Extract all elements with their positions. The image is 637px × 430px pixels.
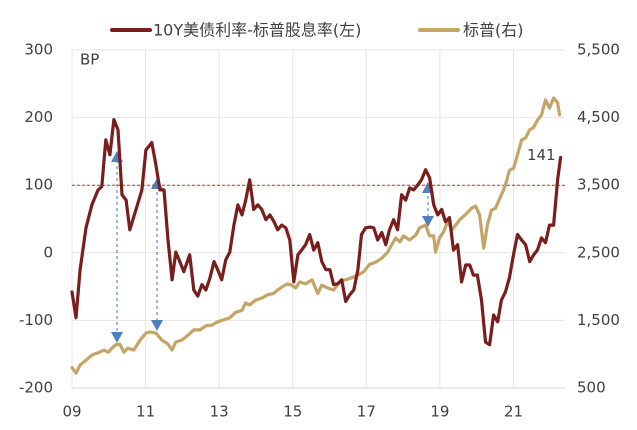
series-line [70, 96, 562, 375]
y-tick-label: 300 [24, 41, 53, 59]
y2-tick-label: 4,500 [577, 108, 620, 126]
y2-tick-label: 3,500 [577, 176, 620, 194]
arrows [116, 160, 429, 334]
y-axis-unit: BP [80, 51, 99, 69]
x-tick-label: 15 [283, 403, 302, 421]
y2-tick-label: 5,500 [577, 41, 620, 59]
y-tick-label: 200 [24, 108, 53, 126]
data-label: 141 [527, 146, 556, 164]
y2-tick-label: 2,500 [577, 243, 620, 261]
legend-label: 标普(右) [463, 21, 524, 40]
x-tick-label: 21 [504, 403, 523, 421]
series-line [70, 118, 563, 347]
y2-tick-label: 500 [577, 379, 606, 397]
y-tick-label: -200 [19, 379, 53, 397]
legend-label: 10Y美债利率-标普股息率(左) [153, 21, 361, 40]
y-tick-label: 100 [24, 176, 53, 194]
x-tick-label: 19 [430, 403, 449, 421]
arrow-head [422, 216, 434, 227]
x-tick-label: 09 [62, 403, 81, 421]
x-tick-label: 17 [357, 403, 376, 421]
x-tick-label: 13 [210, 403, 229, 421]
arrow-head [151, 320, 163, 331]
y2-tick-label: 1,500 [577, 311, 620, 329]
arrow-head [111, 332, 123, 343]
x-tick-label: 11 [136, 403, 155, 421]
y-tick-label: -100 [19, 311, 53, 329]
y-tick-label: 0 [43, 243, 53, 261]
